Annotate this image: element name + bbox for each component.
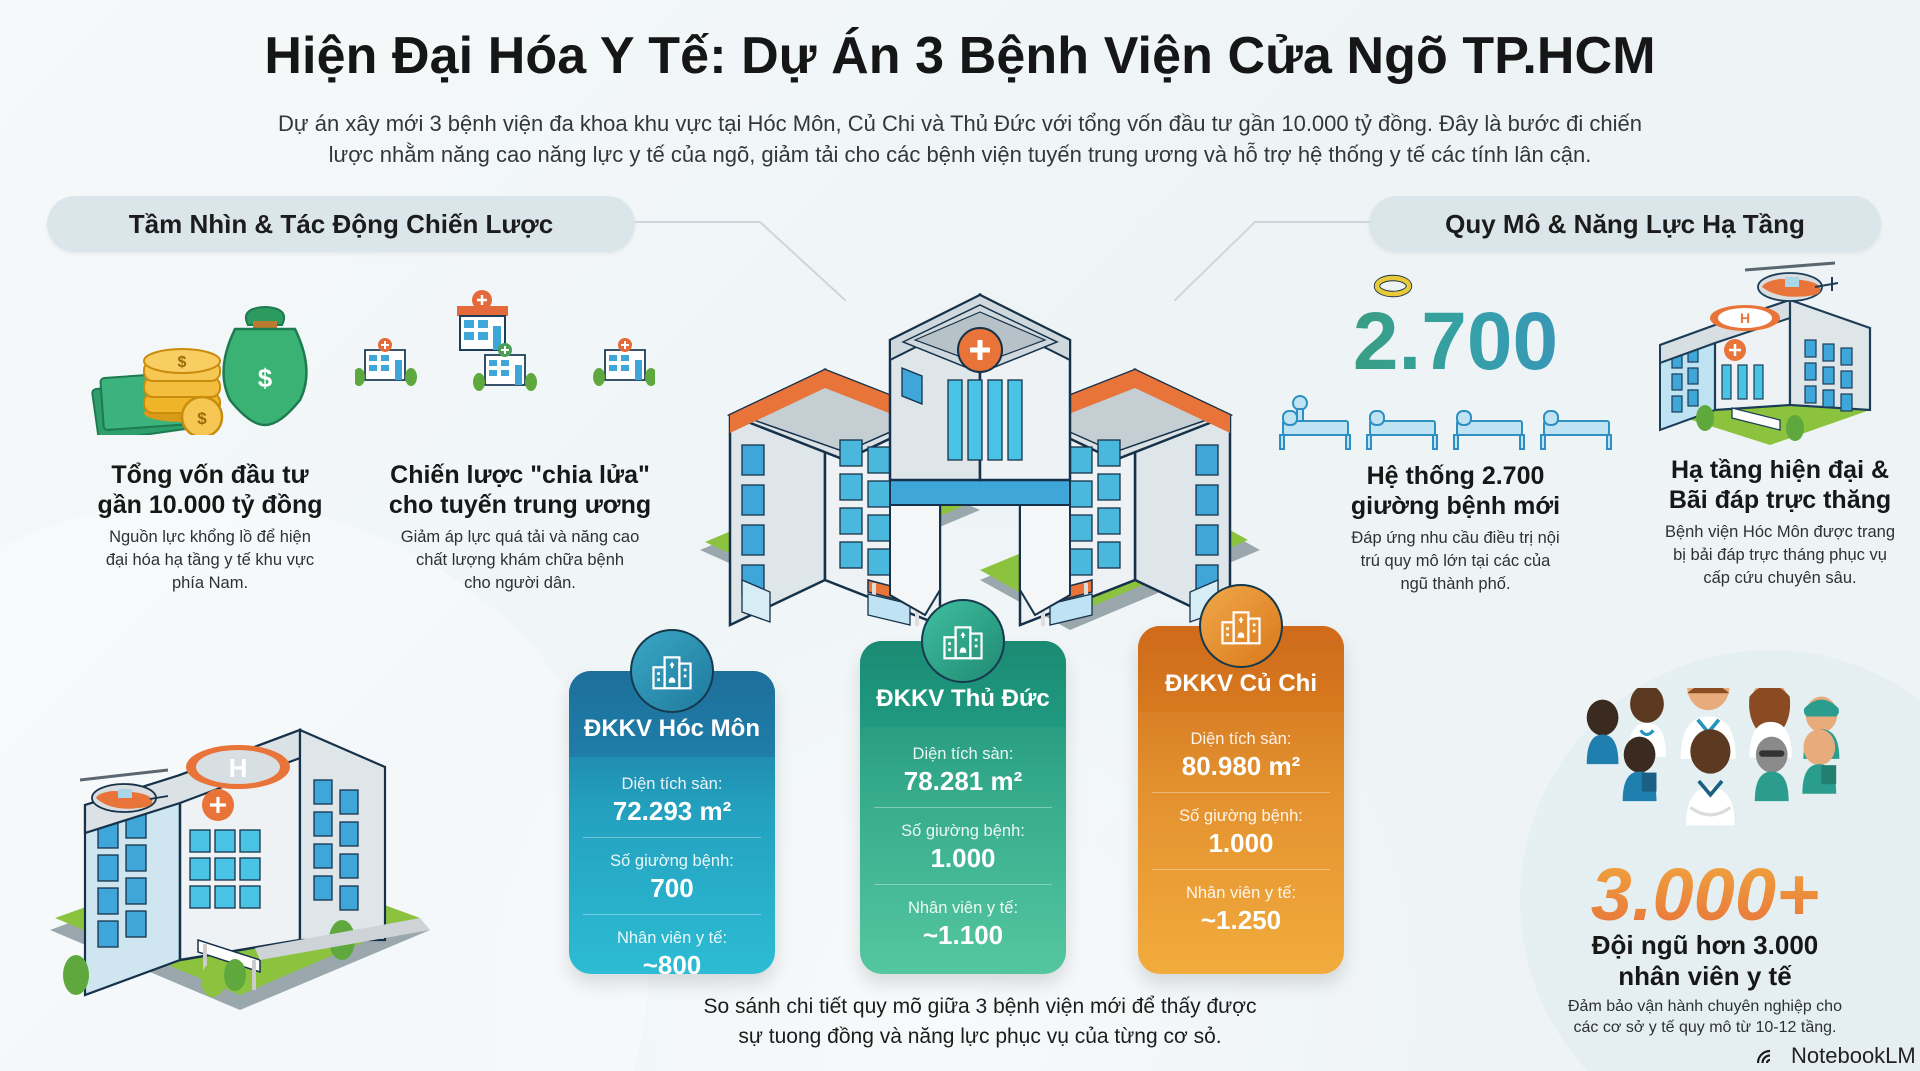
svg-text:$: $ xyxy=(258,363,273,393)
svg-text:$: $ xyxy=(197,409,207,428)
svg-text:H: H xyxy=(229,753,248,783)
svg-text:$: $ xyxy=(178,354,187,371)
svg-text:H: H xyxy=(1740,310,1750,326)
